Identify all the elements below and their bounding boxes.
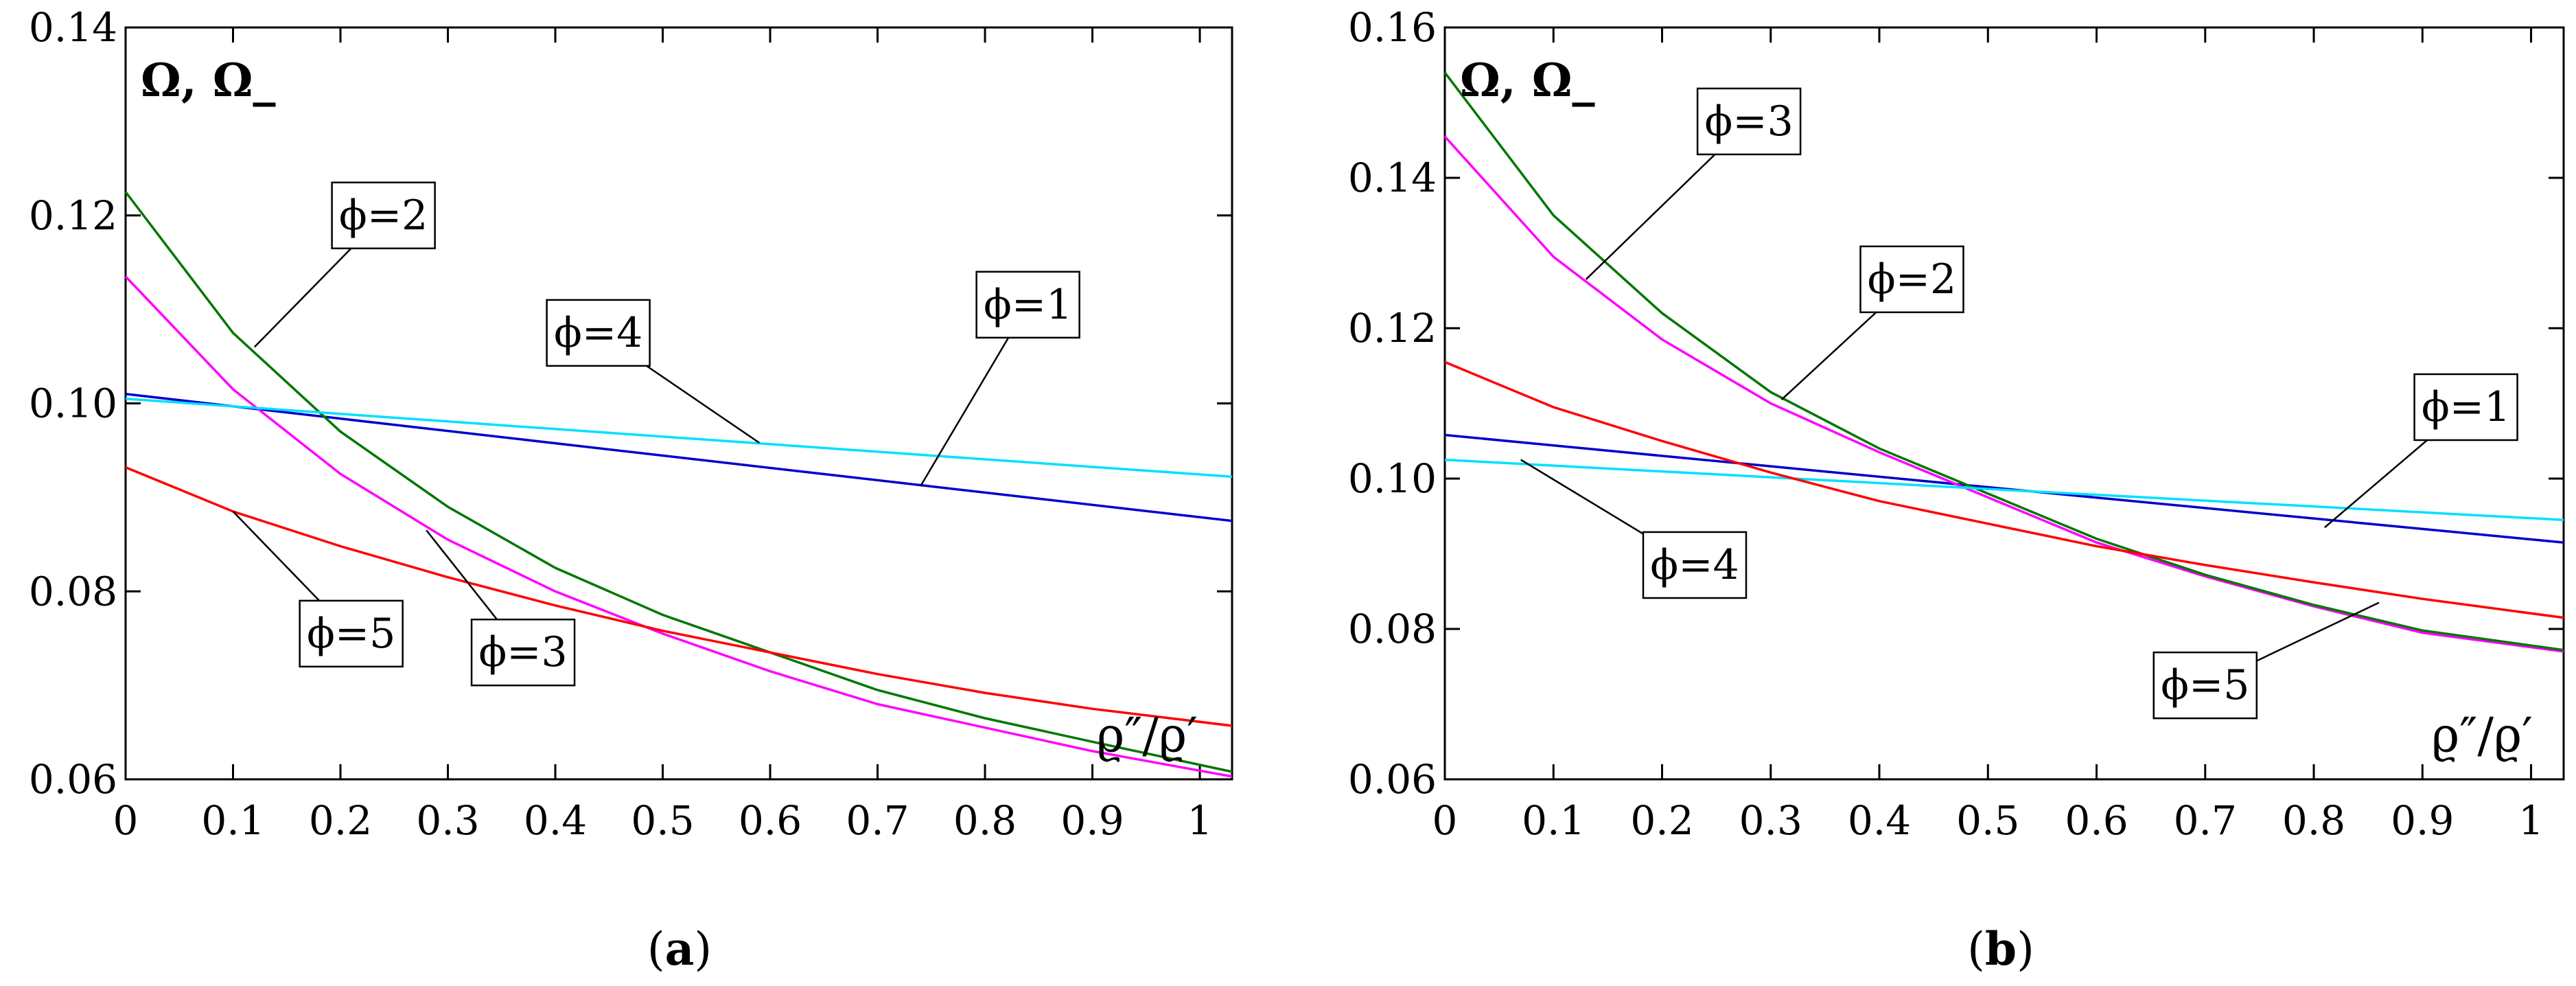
y-tick-label: 0.16 — [1348, 4, 1437, 51]
y-tick-label: 0.14 — [29, 4, 117, 51]
annotation-box — [975, 271, 1080, 339]
caption-letter: a — [665, 922, 695, 976]
panel-caption: (a) — [647, 922, 712, 976]
caption-close: ) — [2017, 923, 2034, 976]
y-tick-label: 0.08 — [1348, 606, 1437, 652]
x-tick-label: 0.9 — [1060, 797, 1124, 844]
x-tick-label: 0 — [1432, 797, 1458, 844]
panel-caption: (b) — [1967, 922, 2034, 976]
series-line-phi-1 — [125, 393, 1233, 523]
annotation-box — [299, 599, 404, 668]
x-tick-label: 0.6 — [2065, 797, 2128, 844]
x-tick-label: 0.9 — [2391, 797, 2454, 844]
y-axis-label: Ω, Ω_ — [1460, 54, 1594, 107]
annotation-label: ϕ=3 — [478, 628, 567, 676]
x-tick-label: 0.3 — [1739, 797, 1802, 844]
annotation-box — [546, 299, 651, 367]
x-tick-label: 0.6 — [739, 797, 802, 844]
caption-letter: b — [1985, 922, 2017, 976]
annotation-box — [2413, 373, 2518, 442]
x-tick-label: 0.4 — [524, 797, 587, 844]
y-tick-label: 0.06 — [1348, 756, 1437, 803]
x-tick-label: 0.8 — [953, 797, 1017, 844]
annotation-box — [2153, 651, 2258, 720]
annotation-box — [1696, 87, 1802, 156]
annotation-box — [331, 181, 436, 249]
plot-frame — [1443, 26, 2565, 781]
caption-open: ( — [1967, 923, 1985, 976]
x-tick-label: 1 — [1187, 797, 1213, 844]
plot-frame — [124, 26, 1233, 781]
x-tick-label: 0 — [113, 797, 139, 844]
annotation-label: ϕ=1 — [2422, 383, 2510, 431]
y-tick-label: 0.10 — [1348, 455, 1437, 502]
series-line-phi-4 — [1444, 458, 2564, 521]
x-tick-label: 0.4 — [1848, 797, 1911, 844]
x-tick-label: 0.1 — [1522, 797, 1585, 844]
annotation-box — [470, 618, 576, 687]
x-tick-label: 0.5 — [1956, 797, 2019, 844]
y-tick-label: 0.10 — [29, 380, 117, 427]
annotation-label: ϕ=4 — [1650, 541, 1739, 589]
y-tick-label: 0.08 — [29, 568, 117, 615]
series-line-phi-3 — [124, 275, 1233, 778]
annotation-label: ϕ=5 — [307, 610, 395, 658]
x-tick-label: 0.8 — [2282, 797, 2345, 844]
x-tick-label: 0.1 — [201, 797, 264, 844]
y-axis-label: Ω, Ω_ — [141, 54, 275, 107]
annotation-box — [1642, 531, 1748, 599]
annotation-label: ϕ=2 — [1868, 255, 1956, 303]
series-line-phi-3 — [1443, 71, 2564, 652]
x-tick-label: 0.3 — [416, 797, 479, 844]
y-tick-label: 0.06 — [29, 756, 117, 803]
series-line-phi-2 — [1443, 135, 2564, 653]
series-line-phi-5 — [125, 466, 1233, 727]
annotation-label: ϕ=1 — [984, 281, 1072, 329]
chart-panel-a: 0 0.1 0.2 0.3 0.4 0.5 0.6 0.7 0.8 0.9 1 0.06 0.08 0.1… — [29, 4, 1233, 976]
x-axis-label: ϱ″/ϱ′ — [2431, 707, 2533, 764]
annotation-label: ϕ=3 — [1704, 98, 1793, 146]
x-tick-label: 0.7 — [2174, 797, 2237, 844]
x-tick-label: 0.2 — [309, 797, 372, 844]
annotation-label: ϕ=2 — [339, 192, 428, 240]
annotation-box — [1859, 245, 1964, 314]
x-tick-label: 0.7 — [846, 797, 909, 844]
y-tick-label: 0.12 — [1348, 305, 1437, 352]
x-axis-label: ϱ″/ϱ′ — [1096, 707, 1198, 764]
y-tick-label: 0.14 — [1348, 154, 1437, 201]
series-line-phi-5 — [1444, 360, 2564, 619]
chart-panel-b: 0 0.1 0.2 0.3 0.4 0.5 0.6 0.7 0.8 0.9 1 0.06 0.08 0.1… — [1348, 4, 2565, 976]
annotation-label: ϕ=5 — [2161, 661, 2249, 709]
x-tick-label: 0.5 — [631, 797, 694, 844]
x-tick-label: 0.2 — [1630, 797, 1693, 844]
series-line-phi-2 — [124, 191, 1233, 773]
x-tick-label: 1 — [2518, 797, 2544, 844]
y-tick-label: 0.12 — [29, 192, 117, 239]
annotation-label: ϕ=4 — [554, 309, 642, 357]
series-line-phi-4 — [125, 397, 1233, 479]
caption-close: ) — [694, 923, 712, 976]
caption-open: ( — [647, 923, 665, 976]
